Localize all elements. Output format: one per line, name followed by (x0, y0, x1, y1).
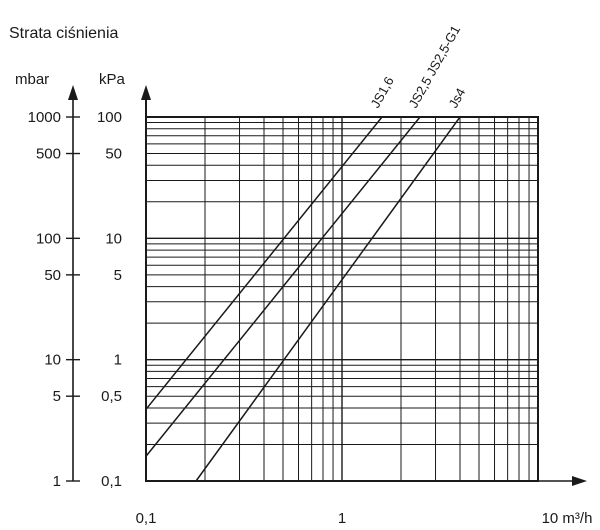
mbar-tick-label-0: 1 (53, 473, 61, 490)
kpa-axis-arrow (141, 85, 151, 100)
plot-frame (145, 116, 539, 482)
kpa-unit-label: kPa (99, 71, 126, 88)
x-tick-label-1: 1 (338, 510, 346, 527)
x-tick-label-0: 0,1 (136, 510, 157, 527)
chart-title: Strata ciśnienia (9, 25, 118, 42)
kpa-tick-label-3: 5 (114, 267, 122, 284)
mbar-tick-label-5: 500 (36, 146, 61, 163)
series-label-2: Js4 (446, 85, 469, 110)
kpa-ticks: 0,1 0,5 1 5 10 50 100 (97, 109, 122, 490)
mbar-tick-label-6: 1000 (28, 109, 61, 126)
mbar-ticks: 1 5 10 50 100 500 1000 (28, 109, 80, 490)
mbar-tick-label-3: 50 (44, 267, 61, 284)
kpa-tick-label-4: 10 (105, 230, 122, 247)
kpa-tick-label-1: 0,5 (101, 388, 122, 405)
plot-grid (146, 117, 538, 481)
mbar-axis-arrow (68, 85, 78, 100)
mbar-unit-label: mbar (15, 71, 49, 88)
series-label-0: JS1,6 (368, 74, 397, 110)
x-unit-label: 10 m³/h (542, 510, 593, 527)
mbar-tick-label-1: 5 (53, 388, 61, 405)
kpa-tick-label-2: 1 (114, 352, 122, 369)
x-axis-arrow (572, 476, 587, 486)
kpa-tick-label-6: 100 (97, 109, 122, 126)
axes (68, 85, 587, 486)
series-line-1 (145, 116, 421, 457)
mbar-tick-label-4: 100 (36, 230, 61, 247)
mbar-tick-label-2: 10 (44, 352, 61, 369)
series-line-2 (195, 116, 461, 482)
series-line-0 (145, 116, 383, 410)
kpa-tick-label-5: 50 (105, 146, 122, 163)
kpa-tick-label-0: 0,1 (101, 473, 122, 490)
